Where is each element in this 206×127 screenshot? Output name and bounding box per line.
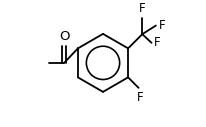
Text: F: F — [154, 36, 161, 49]
Text: F: F — [139, 2, 146, 15]
Text: O: O — [59, 29, 69, 43]
Text: F: F — [137, 91, 143, 104]
Text: F: F — [159, 19, 166, 32]
